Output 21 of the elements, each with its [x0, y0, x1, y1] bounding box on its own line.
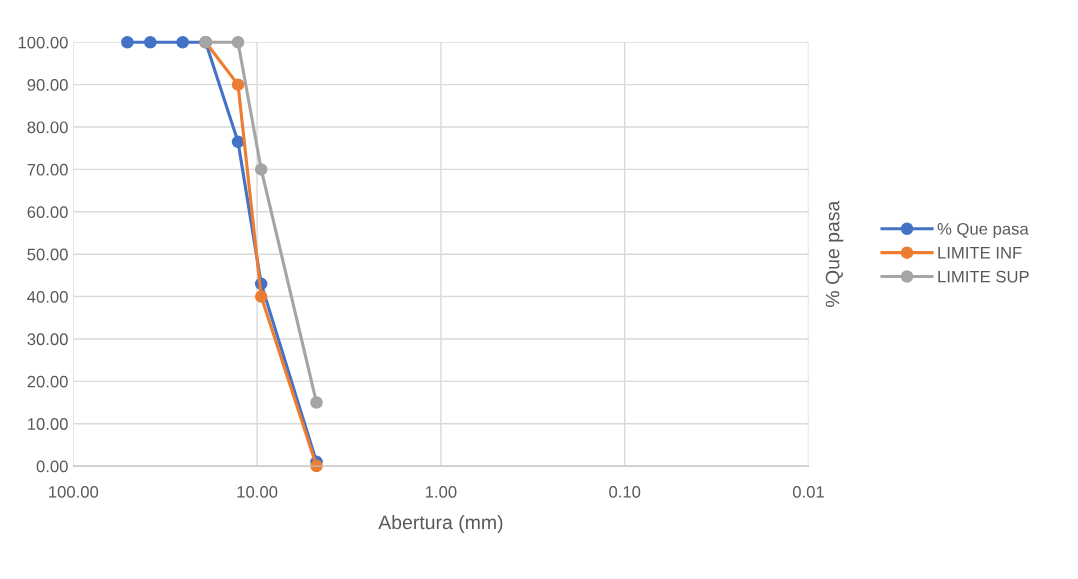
y-tick-label: 30.00 [27, 333, 68, 346]
x-tick-label: 10.00 [237, 485, 278, 498]
y-axis-title: % Que pasa [825, 200, 844, 307]
legend-label: % Que pasa [937, 222, 1029, 239]
y-tick-label: 90.00 [27, 79, 68, 91]
y-tick-label: 60.00 [27, 206, 68, 218]
y-tick-label: 80.00 [27, 121, 68, 134]
y-tick-label: 10.00 [28, 418, 68, 430]
legend-label: LIMITE INF [938, 247, 1022, 259]
x-axis-title: Abertura (mm) [378, 514, 503, 534]
y-tick-label: 100.00 [18, 36, 68, 49]
x-tick-label: 0.10 [609, 485, 641, 498]
y-tick-label: 50.00 [27, 248, 68, 261]
x-tick-label: 100.00 [49, 485, 99, 498]
x-tick-label: 0.01 [792, 485, 824, 498]
y-tick-label: 70.00 [27, 163, 68, 176]
x-tick-label: 1.00 [425, 485, 457, 498]
y-tick-label: 40.00 [27, 290, 68, 303]
y-tick-label: 20.00 [27, 375, 68, 388]
legend-label: LIMITE SUP [938, 270, 1029, 283]
y-tick-label: 0.00 [36, 460, 68, 473]
